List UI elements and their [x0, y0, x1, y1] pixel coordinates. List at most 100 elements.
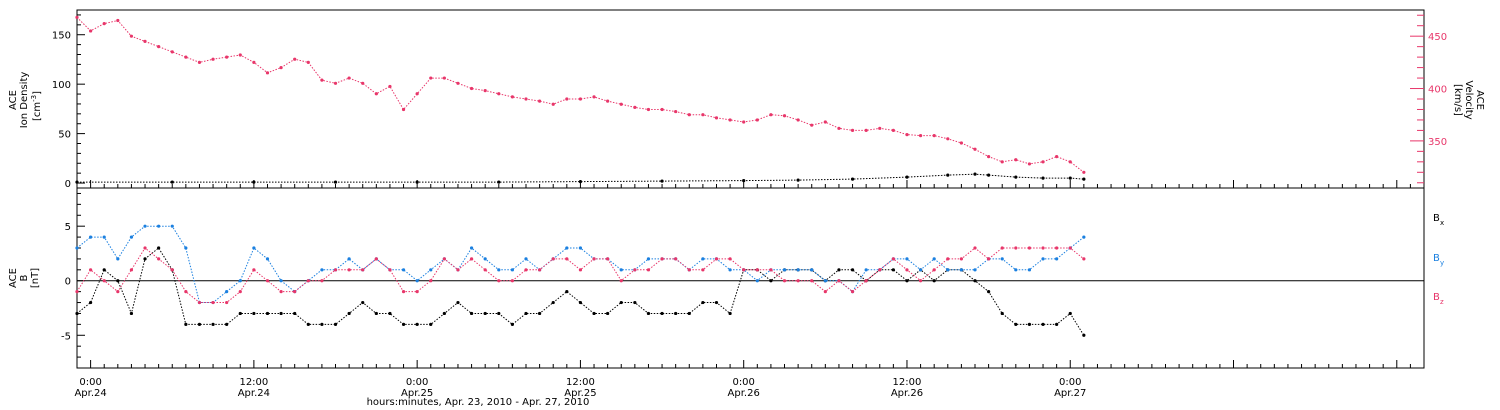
by-point: [918, 268, 923, 272]
bx-point: [932, 279, 936, 283]
bz-point: [469, 257, 474, 261]
by-point: [510, 268, 514, 272]
bz-legend-sub: z: [1440, 298, 1444, 306]
ion-density-point: [660, 179, 664, 183]
by-point: [646, 257, 651, 261]
velocity-point: [714, 116, 719, 120]
by-legend-label: B y: [1433, 253, 1444, 267]
bx-point: [687, 311, 691, 316]
by-point: [932, 257, 936, 261]
by-point: [701, 257, 705, 261]
velocity-point: [864, 128, 868, 133]
bz-point: [905, 268, 909, 272]
velocity-point: [497, 92, 501, 96]
bx-point: [415, 322, 419, 326]
velocity-point: [388, 84, 392, 89]
ion-density-point: [987, 173, 991, 177]
by-point: [116, 257, 120, 261]
velocity-point: [102, 22, 106, 26]
bx-point: [265, 311, 270, 316]
by-point: [184, 246, 188, 250]
bz-point: [633, 268, 637, 272]
ion-density-point: [415, 180, 419, 184]
density-tick-label: 0: [65, 179, 71, 190]
ion-density-point: [973, 172, 977, 176]
bz-point: [374, 257, 378, 261]
by-point: [1027, 268, 1032, 272]
bx-point: [75, 311, 79, 316]
bz-point: [211, 300, 215, 305]
by-point: [89, 235, 93, 239]
x-tick-date-label: Apr.26: [728, 388, 760, 399]
bz-point: [1041, 246, 1045, 250]
x-tick-date-label: Apr.25: [564, 388, 596, 399]
bz-point: [1055, 246, 1059, 250]
velocity-point: [225, 55, 229, 59]
density-axis-label-unit: [cm-3]: [30, 91, 43, 121]
by-point: [810, 268, 814, 272]
velocity-point: [442, 76, 446, 80]
velocity-point: [905, 133, 909, 137]
bz-series: [75, 246, 1086, 305]
velocity-tick-label: 450: [1428, 32, 1447, 43]
bx-point: [891, 268, 895, 272]
velocity-point: [1014, 158, 1018, 162]
velocity-point: [932, 134, 936, 138]
top-panel-x-ticks: [76, 180, 1425, 188]
by-point: [578, 246, 583, 250]
bx-point: [211, 322, 215, 326]
velocity-point: [401, 107, 406, 112]
by-point: [415, 279, 419, 283]
bz-point: [388, 268, 392, 272]
bx-point: [374, 311, 378, 316]
bx-point: [578, 300, 583, 305]
bz-point: [510, 279, 514, 283]
bx-point: [157, 246, 161, 250]
velocity-point: [469, 86, 474, 91]
by-point: [429, 268, 433, 272]
bx-point: [483, 311, 487, 316]
velocity-point: [252, 60, 256, 64]
bx-point: [129, 311, 134, 316]
velocity-point: [959, 141, 963, 145]
x-tick-date-label: Apr.26: [891, 388, 923, 399]
bx-trace: [76, 247, 1085, 336]
by-point: [905, 257, 909, 261]
bx-point: [1055, 322, 1059, 326]
velocity-point: [306, 60, 310, 64]
x-tick-time-label: 12:00: [566, 377, 595, 388]
velocity-point: [89, 29, 93, 33]
bx-point: [905, 279, 909, 283]
bx-point: [320, 322, 324, 326]
by-point: [225, 290, 229, 294]
bz-point: [1027, 246, 1032, 250]
velocity-point: [361, 81, 365, 85]
bz-point: [701, 268, 705, 272]
velocity-point: [333, 81, 338, 85]
bz-point: [850, 290, 855, 294]
density-axis-label: ACE Ion Density [cm-3]: [8, 72, 43, 129]
ion-density-series: [75, 172, 1086, 184]
bz-point: [102, 279, 106, 283]
velocity-point: [265, 71, 270, 75]
bz-point: [320, 279, 324, 283]
bz-point: [606, 257, 610, 261]
bz-point: [538, 268, 542, 272]
bz-point: [415, 290, 419, 294]
velocity-tick-label: 400: [1428, 85, 1447, 96]
bz-point: [578, 268, 583, 272]
velocity-point: [918, 134, 923, 138]
bz-point: [225, 300, 229, 305]
b-tick-label: 0: [65, 277, 71, 288]
bz-point: [401, 290, 406, 294]
time-axis-title: hours:minutes, Apr. 23, 2010 - Apr. 27, …: [367, 397, 590, 408]
by-legend-main: B: [1433, 253, 1440, 264]
bz-point: [497, 279, 501, 283]
bz-point: [238, 290, 242, 294]
by-point: [102, 235, 106, 239]
bz-point: [89, 268, 93, 272]
by-point: [401, 268, 406, 272]
velocity-point: [769, 113, 773, 117]
ion-density-point: [75, 180, 79, 184]
